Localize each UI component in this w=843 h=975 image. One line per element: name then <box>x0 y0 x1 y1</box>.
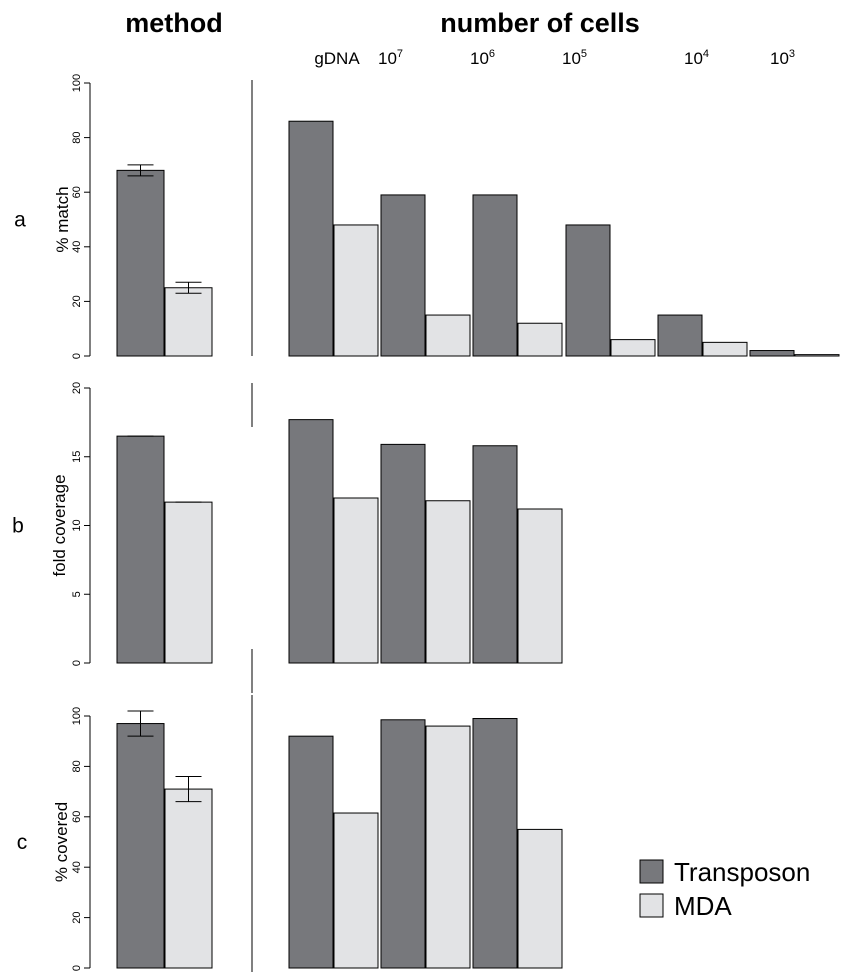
mda-bar <box>610 339 656 357</box>
cell-category-label: gDNA <box>314 49 360 68</box>
transposon-bar <box>472 194 518 357</box>
y-tick-label: 80 <box>71 131 83 143</box>
mda-bar <box>425 314 471 357</box>
method-bar <box>164 287 213 357</box>
y-tick-label: 0 <box>71 965 83 971</box>
transposon-bar <box>657 314 703 357</box>
transposon-bar <box>288 735 334 969</box>
y-tick-label: 0 <box>71 353 83 359</box>
transposon-bar <box>565 224 611 357</box>
mda-bar <box>333 224 379 357</box>
panel-label: b <box>12 515 24 538</box>
y-tick-label: 100 <box>71 707 83 725</box>
mda-bar <box>702 341 748 357</box>
cell-category-label: 107 <box>378 48 403 68</box>
y-tick-label: 15 <box>71 451 83 463</box>
y-tick-label: 60 <box>71 186 83 198</box>
mda-bar <box>333 812 379 969</box>
y-tick-label: 80 <box>71 760 83 772</box>
method-bar <box>116 435 165 664</box>
transposon-bar <box>749 350 795 357</box>
cell-category-label: 106 <box>470 48 495 68</box>
method-header: method <box>125 8 223 38</box>
y-tick-label: 40 <box>71 241 83 253</box>
transposon-bar <box>288 419 334 664</box>
cell-category-label: 103 <box>770 48 795 68</box>
legend-swatch <box>639 859 664 884</box>
y-tick-label: 5 <box>71 591 83 597</box>
mda-bar <box>425 725 471 969</box>
y-axis-label: fold coverage <box>50 474 69 576</box>
mda-bar <box>517 322 563 357</box>
y-tick-label: 20 <box>71 911 83 923</box>
transposon-bar <box>380 443 426 664</box>
transposon-bar <box>380 194 426 357</box>
cells-header: number of cells <box>440 8 640 38</box>
cell-category-label: 105 <box>562 48 587 68</box>
y-tick-label: 0 <box>71 660 83 666</box>
y-tick-label: 60 <box>71 811 83 823</box>
legend-label: MDA <box>674 891 732 921</box>
legend-swatch <box>639 893 664 918</box>
method-bar <box>116 723 165 969</box>
method-bar <box>164 788 213 969</box>
y-tick-label: 10 <box>71 519 83 531</box>
y-tick-label: 40 <box>71 861 83 873</box>
panel-label: a <box>14 209 26 232</box>
y-tick-label: 20 <box>71 382 83 394</box>
mda-bar <box>333 497 379 664</box>
transposon-bar <box>472 445 518 664</box>
mda-bar <box>517 508 563 664</box>
cell-category-label: 104 <box>684 48 709 68</box>
transposon-bar <box>288 120 334 357</box>
y-axis-label: % covered <box>52 802 71 882</box>
mda-bar <box>517 828 563 969</box>
legend-label: Transposon <box>674 857 810 887</box>
transposon-bar <box>380 719 426 969</box>
method-bar <box>164 501 213 664</box>
y-axis-label: % match <box>53 186 72 252</box>
y-tick-label: 100 <box>71 74 83 92</box>
method-bar <box>116 169 165 357</box>
transposon-bar <box>472 718 518 969</box>
panel-label: c <box>17 831 28 854</box>
y-tick-label: 20 <box>71 295 83 307</box>
mda-bar <box>425 500 471 664</box>
mda-bar <box>794 354 840 357</box>
